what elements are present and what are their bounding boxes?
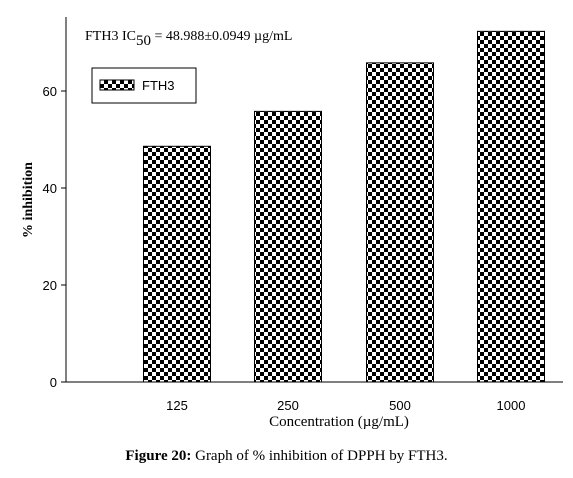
x-tick-label-125: 125	[166, 398, 188, 413]
ic50-annotation: FTH3 IC50 = 48.988±0.0949 µg/mL	[85, 29, 292, 49]
y-tick-group: 0 20 40 60	[43, 84, 66, 390]
figure-caption: Figure 20: Graph of % inhibition of DPPH…	[0, 448, 573, 465]
y-tick-label-0: 0	[50, 375, 57, 390]
bar-250	[254, 110, 322, 383]
x-axis-title: Concentration (µg/mL)	[269, 414, 409, 430]
y-tick-label-20: 20	[43, 278, 57, 293]
y-tick-label-40: 40	[43, 181, 57, 196]
bar-1000	[477, 30, 545, 383]
legend: FTH3	[91, 67, 197, 104]
bar-500	[366, 62, 434, 383]
legend-label: FTH3	[142, 78, 175, 93]
x-tick-label-1000: 1000	[497, 398, 526, 413]
y-axis-title: % inhibition	[21, 162, 36, 238]
bar-group	[143, 30, 545, 383]
x-tick-label-250: 250	[277, 398, 299, 413]
x-tick-label-500: 500	[389, 398, 411, 413]
bar-125	[143, 145, 211, 383]
y-tick-label-60: 60	[43, 84, 57, 99]
legend-swatch	[99, 79, 135, 91]
caption-label: Figure 20:	[125, 448, 192, 464]
caption-text: Graph of % inhibition of DPPH by FTH3.	[191, 448, 448, 464]
x-tick-group: 125 250 500 1000	[166, 398, 525, 413]
